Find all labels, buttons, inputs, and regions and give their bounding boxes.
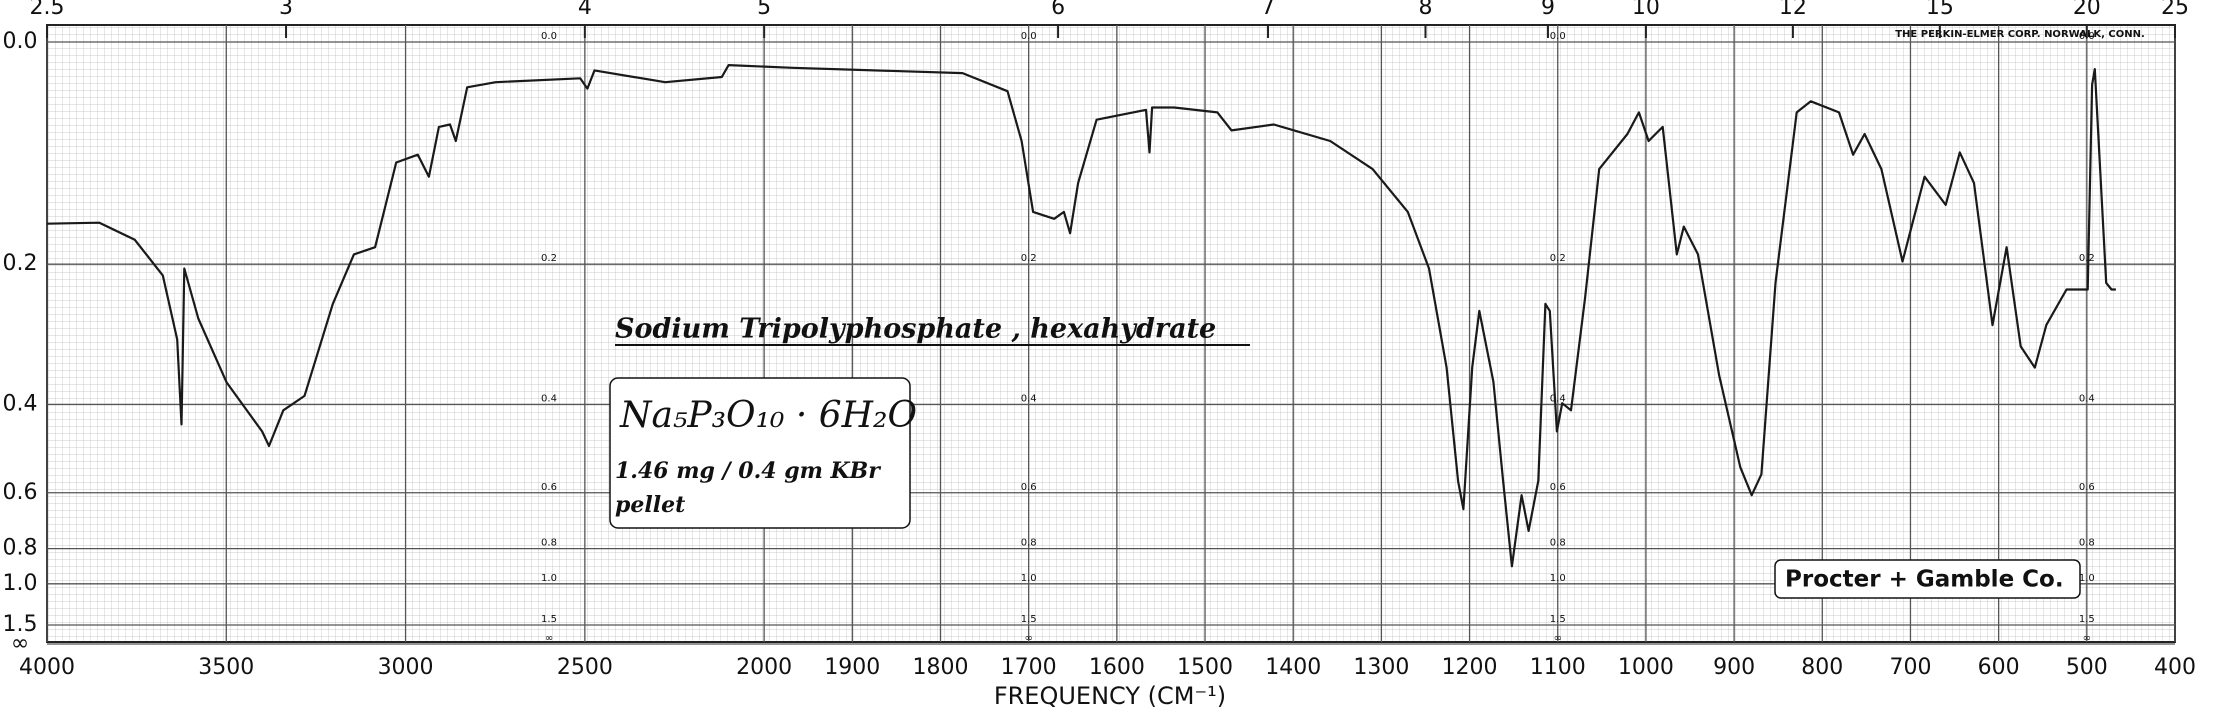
y-tick-label: 1.0 — [541, 573, 557, 584]
x-tick-label: 1900 — [824, 655, 880, 680]
annotation: 1.46 mg / 0.4 gm KBr — [615, 458, 881, 484]
y-tick-label: 0.8 — [541, 538, 557, 549]
x-tick-label: 700 — [1889, 655, 1931, 680]
x-tick-label: 1100 — [1530, 655, 1586, 680]
y-tick-label: 0.4 — [1550, 393, 1566, 404]
x-tick-label: 1200 — [1442, 655, 1498, 680]
y-tick-label: 0.6 — [1550, 482, 1566, 493]
y-tick-label: 0.2 — [1550, 253, 1566, 264]
x-tick-label: 3000 — [378, 655, 434, 680]
x-tick-label: 3500 — [198, 655, 254, 680]
y-tick-label: 0.0 — [2079, 31, 2095, 42]
y-tick-label: 1.0 — [1550, 573, 1566, 584]
x2-tick-label: 7 — [1261, 0, 1275, 20]
y-tick-label: 0.0 — [541, 31, 557, 42]
y-tick-label: 0.6 — [1021, 482, 1037, 493]
y-tick-label: ∞ — [11, 631, 29, 656]
x-tick-label: 400 — [2154, 655, 2196, 680]
y-tick-label: 0.8 — [1021, 538, 1037, 549]
y-tick-label: 1.0 — [2079, 573, 2095, 584]
y-tick-label: 0.6 — [541, 482, 557, 493]
x-tick-label: 500 — [2066, 655, 2108, 680]
x2-tick-label: 6 — [1051, 0, 1065, 20]
y-tick-label: 0.0 — [1550, 31, 1566, 42]
x2-tick-label: 4 — [578, 0, 592, 20]
annotation: Sodium Tripolyphosphate , hexahydrate — [615, 314, 1216, 345]
x-tick-label: 1400 — [1265, 655, 1321, 680]
y-tick-label: 0.2 — [3, 251, 38, 276]
y-tick-label: 1.5 — [3, 612, 38, 637]
annotation: Procter + Gamble Co. — [1785, 567, 2064, 593]
x-tick-label: 2000 — [736, 655, 792, 680]
x2-tick-label: 12 — [1779, 0, 1807, 20]
x-tick-label: 1500 — [1177, 655, 1233, 680]
x-tick-label: 1000 — [1618, 655, 1674, 680]
y-tick-label: 0.4 — [541, 393, 557, 404]
annotation: pellet — [615, 492, 685, 518]
grid — [46, 25, 2176, 645]
x2-tick-label: 10 — [1632, 0, 1660, 20]
y-tick-label: 1.0 — [1021, 573, 1037, 584]
y-tick-label: 1.0 — [3, 571, 38, 596]
y-tick-label: 1.5 — [1021, 614, 1037, 625]
annotation-box — [609, 377, 911, 529]
x-tick-label: 900 — [1713, 655, 1755, 680]
x2-tick-label: 15 — [1926, 0, 1954, 20]
y-tick-label: 0.2 — [1021, 253, 1037, 264]
y-tick-label: 0.2 — [541, 253, 557, 264]
y-tick-label: 1.5 — [2079, 614, 2095, 625]
x2-tick-label: 25 — [2161, 0, 2189, 20]
x-tick-label: 2500 — [557, 655, 613, 680]
x-tick-label: 1700 — [1001, 655, 1057, 680]
y-tick-label: 0.0 — [1021, 31, 1037, 42]
spectrum-line — [46, 63, 2116, 568]
y-tick-label: ∞ — [1554, 633, 1562, 644]
y-tick-label: 0.2 — [2079, 253, 2095, 264]
x2-tick-label: 3 — [279, 0, 293, 20]
annotation-box — [1774, 559, 2081, 599]
y-tick-label: ∞ — [545, 633, 553, 644]
y-tick-label: 0.8 — [1550, 538, 1566, 549]
y-tick-label: ∞ — [1025, 633, 1033, 644]
y-tick-label: 0.6 — [2079, 482, 2095, 493]
y-tick-label: ∞ — [2083, 633, 2091, 644]
y-tick-label: 0.4 — [2079, 393, 2095, 404]
annotation: Na₅P₃O₁₀ · 6H₂O — [619, 395, 917, 436]
brand: THE PERKIN-ELMER CORP. NORWALK, CONN. — [1895, 29, 2145, 40]
x-tick-label: 1600 — [1089, 655, 1145, 680]
x-axis-label: FREQUENCY (CM⁻¹) — [994, 682, 1226, 710]
y-tick-label: 0.0 — [3, 29, 38, 54]
x2-tick-label: 9 — [1541, 0, 1555, 20]
y-tick-label: 0.6 — [3, 480, 38, 505]
x2-tick-label: 8 — [1418, 0, 1432, 20]
y-tick-label: 0.4 — [1021, 393, 1037, 404]
x2-tick-label: 5 — [757, 0, 771, 20]
x-tick-label: 1300 — [1353, 655, 1409, 680]
y-tick-label: 0.4 — [3, 391, 38, 416]
x2-tick-label: 2.5 — [30, 0, 65, 20]
x-tick-label: 4000 — [19, 655, 75, 680]
y-tick-label: 1.5 — [541, 614, 557, 625]
x-tick-label: 800 — [1801, 655, 1843, 680]
y-tick-label: 1.5 — [1550, 614, 1566, 625]
x-tick-label: 600 — [1978, 655, 2020, 680]
x-tick-label: 1800 — [912, 655, 968, 680]
y-tick-label: 0.8 — [3, 536, 38, 561]
plot-area — [46, 24, 2176, 643]
y-tick-label: 0.8 — [2079, 538, 2095, 549]
x2-tick-label: 20 — [2073, 0, 2101, 20]
